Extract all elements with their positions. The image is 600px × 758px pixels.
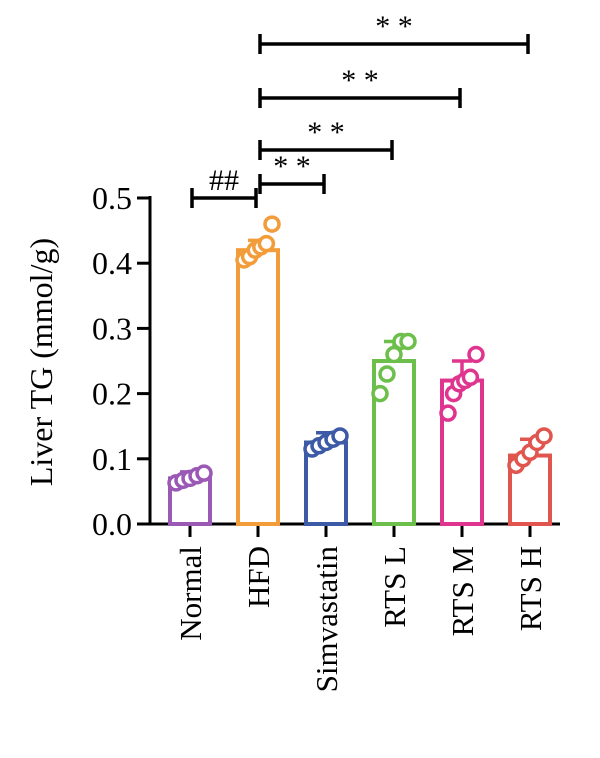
x-tick-label: Normal (173, 546, 208, 641)
data-point (439, 404, 457, 422)
significance-label: * * (307, 116, 345, 149)
bar (440, 378, 484, 526)
bars (168, 238, 552, 527)
significance-label: * * (341, 64, 379, 97)
significance-brackets: ## * ** ** ** * (190, 10, 530, 208)
x-tick-label: RTS L (377, 546, 412, 628)
data-point (535, 427, 553, 445)
data-point (378, 365, 396, 383)
data-point (385, 345, 403, 364)
y-tick-label: 0.1 (92, 441, 132, 477)
x-tick-label: RTS H (513, 546, 548, 631)
x-tick-label: HFD (241, 546, 276, 608)
data-point (263, 215, 281, 233)
data-point (371, 384, 389, 403)
x-tick-label: Simvastatin (309, 546, 344, 693)
y-tick-label: 0.2 (92, 376, 132, 412)
y-axis-label: Liver TG (mmol/g) (23, 238, 59, 486)
y-axis: 0.0 0.1 0.2 0.3 0.4 0.5 (92, 180, 152, 542)
bar (236, 248, 280, 526)
significance-label: * * (273, 150, 311, 183)
x-tick-label: RTS M (445, 546, 480, 636)
data-point (195, 464, 213, 482)
data-point (257, 234, 276, 253)
y-tick-label: 0.4 (92, 245, 132, 281)
y-tick-label: 0.3 (92, 310, 132, 346)
data-point (467, 345, 485, 364)
data-point (399, 332, 417, 351)
data-point (461, 368, 480, 387)
significance-label: * * (375, 10, 413, 43)
y-tick-label: 0.5 (92, 180, 132, 216)
bar (168, 476, 212, 526)
data-points (167, 215, 553, 492)
data-point (331, 427, 349, 445)
y-tick-label: 0.0 (92, 506, 132, 542)
x-axis: Normal HFD Simvastatin RTS L RTS M RTS H (148, 522, 560, 693)
significance-label: ## (209, 164, 239, 197)
